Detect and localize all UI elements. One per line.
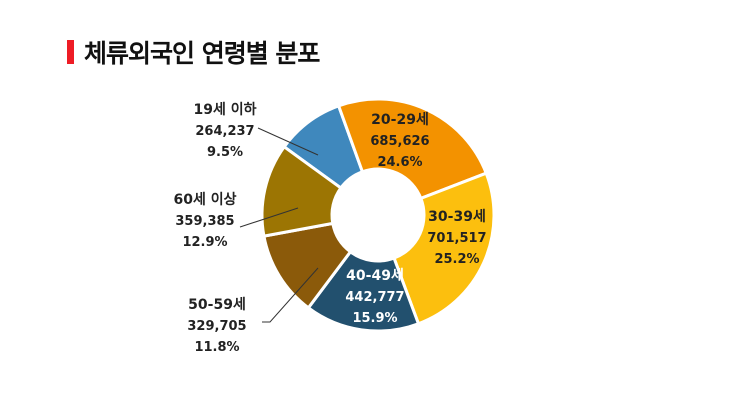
slice-20-29 <box>336 97 489 201</box>
label-under-19: 19세 이하 264,237 9.5% <box>193 102 257 160</box>
title-accent-bar <box>67 40 74 64</box>
chart-title: 체류외국인 연령별 분포 <box>84 39 320 68</box>
leader-line-under-19 <box>257 127 319 156</box>
label-60-plus: 60세 이상 359,385 12.9% <box>173 192 237 250</box>
leader-line-60-plus <box>239 207 299 228</box>
leader-line-50-59 <box>262 267 319 323</box>
label-40-49: 40-49세 442,777 15.9% <box>345 268 405 326</box>
label-50-59: 50-59세 329,705 11.8% <box>187 297 247 355</box>
label-20-29: 20-29세 685,626 24.6% <box>370 112 430 170</box>
label-30-39: 30-39세 701,517 25.2% <box>427 209 487 267</box>
slice-30-39 <box>392 171 496 326</box>
